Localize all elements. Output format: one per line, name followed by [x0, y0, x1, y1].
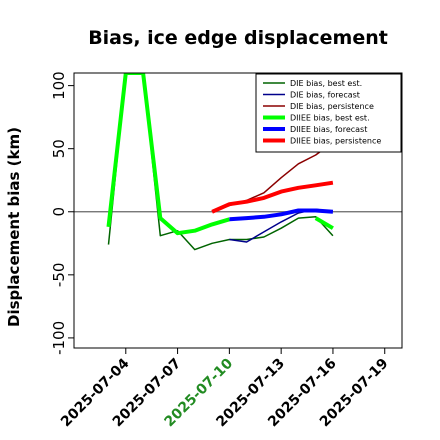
y-tick-label: -100	[50, 321, 68, 355]
legend-label: DIE bias, forecast	[290, 91, 360, 100]
y-tick-label: 100	[50, 71, 68, 100]
series-lines	[106, 73, 334, 251]
series-line-5	[229, 208, 334, 222]
legend-label: DIIEE bias, forecast	[290, 125, 367, 134]
legend-label: DIE bias, best est.	[290, 79, 362, 88]
legend-label: DIIEE bias, persistence	[290, 137, 381, 146]
series-line-3	[211, 141, 334, 213]
plot-region: -100-500501002025-07-042025-07-072025-07…	[50, 71, 403, 430]
y-axis-label: Displacement bias (km)	[5, 127, 23, 327]
series-line-4	[106, 73, 230, 236]
chart-title: Bias, ice edge displacement	[88, 27, 388, 49]
series-line-6	[211, 180, 334, 214]
series-segment-1	[314, 216, 334, 230]
legend-label: DIE bias, persistence	[290, 102, 374, 111]
legend: DIE bias, best est. DIE bias, forecast DIE…	[255, 73, 402, 153]
y-tick-label: 0	[50, 207, 68, 217]
legend-label: DIIEE bias, best est.	[290, 114, 370, 123]
plot-frame	[73, 72, 403, 349]
y-tick-label: 50	[50, 139, 68, 158]
y-tick-label: -50	[50, 263, 68, 288]
